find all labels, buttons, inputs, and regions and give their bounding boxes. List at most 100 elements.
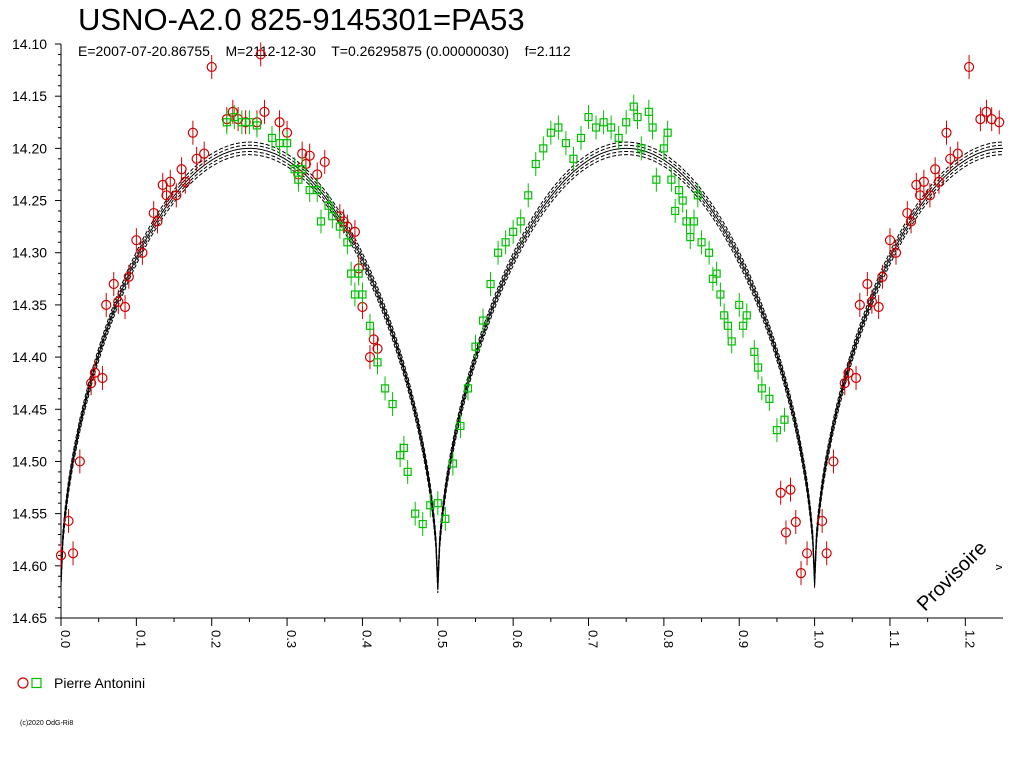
data-point-square xyxy=(441,514,450,523)
copyright: (c)2020 OdG-Ri8 xyxy=(20,720,74,727)
data-point-square xyxy=(735,300,744,310)
data-point-square xyxy=(689,217,699,226)
data-point-circle xyxy=(905,216,917,227)
x-tick-label: 1.2 xyxy=(962,630,977,648)
model-curve-bound xyxy=(60,141,1003,581)
model-curve xyxy=(60,147,1003,587)
data-point-circle xyxy=(304,150,315,161)
data-point-circle xyxy=(123,271,134,282)
data-point-circle xyxy=(171,190,182,201)
model-curves xyxy=(60,141,1004,594)
data-point-square xyxy=(546,128,555,137)
data-point-circle xyxy=(199,148,210,159)
data-point-square xyxy=(614,133,623,143)
data-point-square xyxy=(373,358,382,367)
data-points xyxy=(55,42,1005,586)
data-point-square xyxy=(648,123,657,132)
data-point-circle xyxy=(191,153,202,164)
data-point-circle xyxy=(933,176,945,187)
data-point-circle xyxy=(941,127,952,138)
data-point-circle xyxy=(918,176,929,187)
data-point-circle xyxy=(101,299,112,311)
data-point-square xyxy=(554,123,563,132)
data-point-circle xyxy=(180,176,191,187)
data-point-square xyxy=(693,191,702,200)
data-point-circle xyxy=(862,278,873,290)
data-point-circle xyxy=(877,271,888,282)
data-point-circle xyxy=(240,117,251,128)
watermark-provisoire: Provisoire xyxy=(913,537,991,615)
data-point-square xyxy=(652,175,661,184)
data-point-circle xyxy=(119,301,131,313)
data-point-circle xyxy=(161,190,172,201)
data-point-square xyxy=(501,238,510,247)
data-point-square xyxy=(637,144,646,153)
data-point-square xyxy=(599,118,608,127)
data-point-circle xyxy=(780,527,792,538)
data-point-square xyxy=(622,118,631,127)
data-point-square xyxy=(448,459,457,468)
data-point-square xyxy=(298,165,307,174)
data-point-square xyxy=(663,128,672,137)
data-point-circle xyxy=(206,61,217,73)
data-point-circle xyxy=(86,378,97,389)
y-tick-label: 14.25 xyxy=(12,193,47,209)
y-tick-label: 14.10 xyxy=(12,36,47,52)
data-point-circle xyxy=(368,334,379,345)
x-tick-label: 0.4 xyxy=(359,630,374,648)
data-point-square xyxy=(686,232,695,242)
data-point-circle xyxy=(854,299,865,311)
data-point-circle xyxy=(113,296,124,307)
data-point-square xyxy=(328,212,337,221)
data-point-circle xyxy=(165,176,176,187)
data-point-square xyxy=(252,121,262,130)
y-tick-label: 14.40 xyxy=(12,349,47,365)
data-point-square xyxy=(667,175,676,184)
data-point-square xyxy=(380,384,390,393)
y-tick-label: 14.55 xyxy=(12,506,47,522)
data-point-circle xyxy=(187,127,198,138)
x-tick-label: 1.0 xyxy=(812,630,827,648)
data-point-circle xyxy=(817,515,828,527)
data-point-circle xyxy=(97,372,108,384)
data-point-circle xyxy=(975,114,986,125)
model-curve-bound xyxy=(60,144,1004,584)
data-point-square xyxy=(704,248,714,257)
x-tick-label: 0.5 xyxy=(435,630,450,648)
data-point-circle xyxy=(828,456,839,467)
data-point-circle xyxy=(801,548,813,559)
y-tick-label: 14.50 xyxy=(12,453,47,469)
data-point-circle xyxy=(843,367,854,378)
data-point-circle xyxy=(176,164,187,175)
data-point-square xyxy=(671,206,680,216)
data-point-square xyxy=(644,107,653,116)
data-point-square xyxy=(509,227,518,236)
data-point-square xyxy=(358,290,367,299)
data-point-square xyxy=(335,222,344,231)
data-point-square xyxy=(267,133,277,143)
x-tick-label: 0.3 xyxy=(284,630,299,648)
y-tick-label: 14.20 xyxy=(12,140,47,156)
data-point-circle xyxy=(850,372,862,384)
data-point-circle xyxy=(884,235,896,246)
x-tick-label: 0.6 xyxy=(510,630,525,648)
data-point-square xyxy=(780,415,789,424)
x-tick-label: 0.8 xyxy=(661,630,676,648)
data-point-circle xyxy=(981,106,992,117)
data-point-square xyxy=(365,321,375,330)
y-tick-label: 14.60 xyxy=(12,558,47,574)
data-point-circle xyxy=(89,367,101,378)
data-point-circle xyxy=(259,106,270,117)
data-point-square xyxy=(576,133,586,143)
data-point-circle xyxy=(839,378,850,389)
data-point-square xyxy=(516,217,525,226)
data-point-circle xyxy=(994,117,1005,128)
data-point-circle xyxy=(963,61,975,73)
data-point-circle xyxy=(63,515,74,527)
data-point-circle xyxy=(873,301,884,313)
data-point-circle xyxy=(952,148,963,159)
x-tick-label: 0.7 xyxy=(586,630,601,648)
axes: 14.10 14.15 14.20 14.25 14.30 14.35 14.40 14.45… xyxy=(12,36,1003,648)
data-point-circle xyxy=(148,207,159,219)
